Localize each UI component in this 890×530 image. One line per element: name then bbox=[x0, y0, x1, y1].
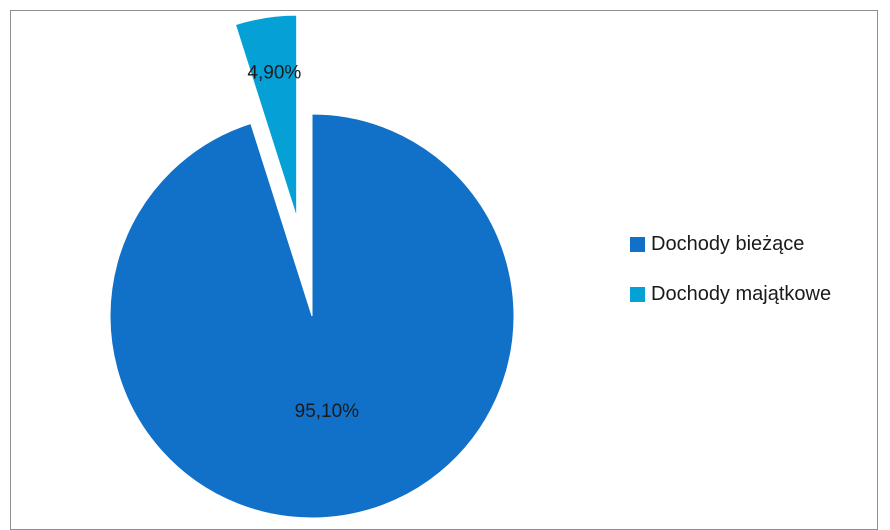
pie-data-label-1: 95,10% bbox=[295, 401, 360, 422]
legend-swatch-dochody-majatkowe bbox=[630, 286, 645, 302]
legend-label-dochody-biezace: Dochody bieżące bbox=[651, 232, 805, 255]
chart-legend: Dochody bieżące Dochody majątkowe bbox=[630, 229, 880, 329]
pie-slice-2 bbox=[234, 14, 298, 218]
legend-item-dochody-biezace: Dochody bieżące bbox=[630, 229, 880, 259]
legend-item-dochody-majatkowe: Dochody majątkowe bbox=[630, 279, 880, 309]
pie-data-label-2: 4,90% bbox=[247, 62, 301, 83]
pie-data-labels: 95,10% 4,90% bbox=[247, 62, 359, 421]
pie-chart: 95,10% 4,90% bbox=[109, 14, 515, 518]
legend-swatch-dochody-biezace bbox=[630, 236, 645, 252]
pie-slices bbox=[109, 14, 515, 518]
pie-slice-1 bbox=[109, 113, 515, 518]
legend-label-dochody-majatkowe: Dochody majątkowe bbox=[651, 282, 832, 305]
